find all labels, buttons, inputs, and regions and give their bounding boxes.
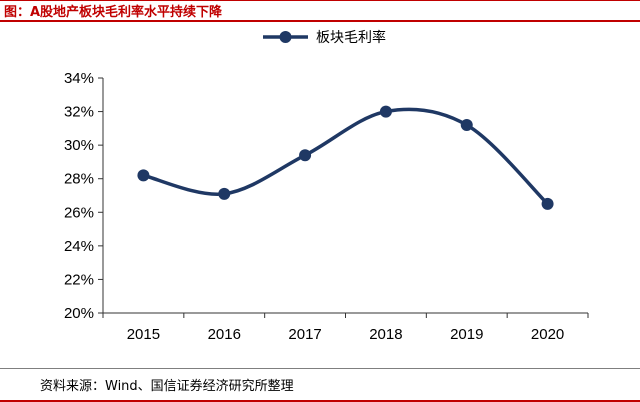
y-tick-label: 24% [64, 238, 94, 255]
y-tick-label: 34% [64, 70, 94, 87]
source-note: 资料来源：Wind、国信证券经济研究所整理 [40, 379, 294, 394]
data-point [541, 197, 554, 210]
legend-label: 板块毛利率 [316, 29, 386, 46]
data-point [379, 105, 392, 118]
x-tick-label: 2018 [369, 326, 402, 343]
y-tick-label: 20% [64, 305, 94, 322]
x-tick-label: 2019 [450, 326, 483, 343]
x-tick-label: 2020 [531, 326, 564, 343]
figure-title: 图：A股地产板块毛利率水平持续下降 [4, 5, 223, 20]
figure-title-bar: 图：A股地产板块毛利率水平持续下降 [0, 0, 640, 22]
y-tick-label: 30% [64, 137, 94, 154]
x-tick-label: 2016 [208, 326, 241, 343]
chart-area: 20% 22% 24% 26% 28% 30% 32% 34% 2015 2016 2017 2018… [0, 22, 640, 368]
legend-marker [279, 31, 292, 43]
x-tick-label: 2015 [127, 326, 160, 343]
y-tick-label: 32% [64, 104, 94, 121]
y-tick-label: 26% [64, 204, 94, 221]
data-point [460, 119, 473, 131]
series-line [142, 107, 549, 206]
data-point [299, 149, 312, 162]
source-bar: 资料来源：Wind、国信证券经济研究所整理 [0, 368, 640, 402]
line-chart: 20% 22% 24% 26% 28% 30% 32% 34% 2015 2016 2017 2018… [64, 29, 589, 343]
data-point [137, 169, 150, 182]
data-point [218, 187, 231, 200]
x-tick-label: 2017 [288, 326, 321, 343]
y-tick-label: 28% [64, 171, 94, 188]
y-tick-label: 22% [64, 271, 94, 288]
